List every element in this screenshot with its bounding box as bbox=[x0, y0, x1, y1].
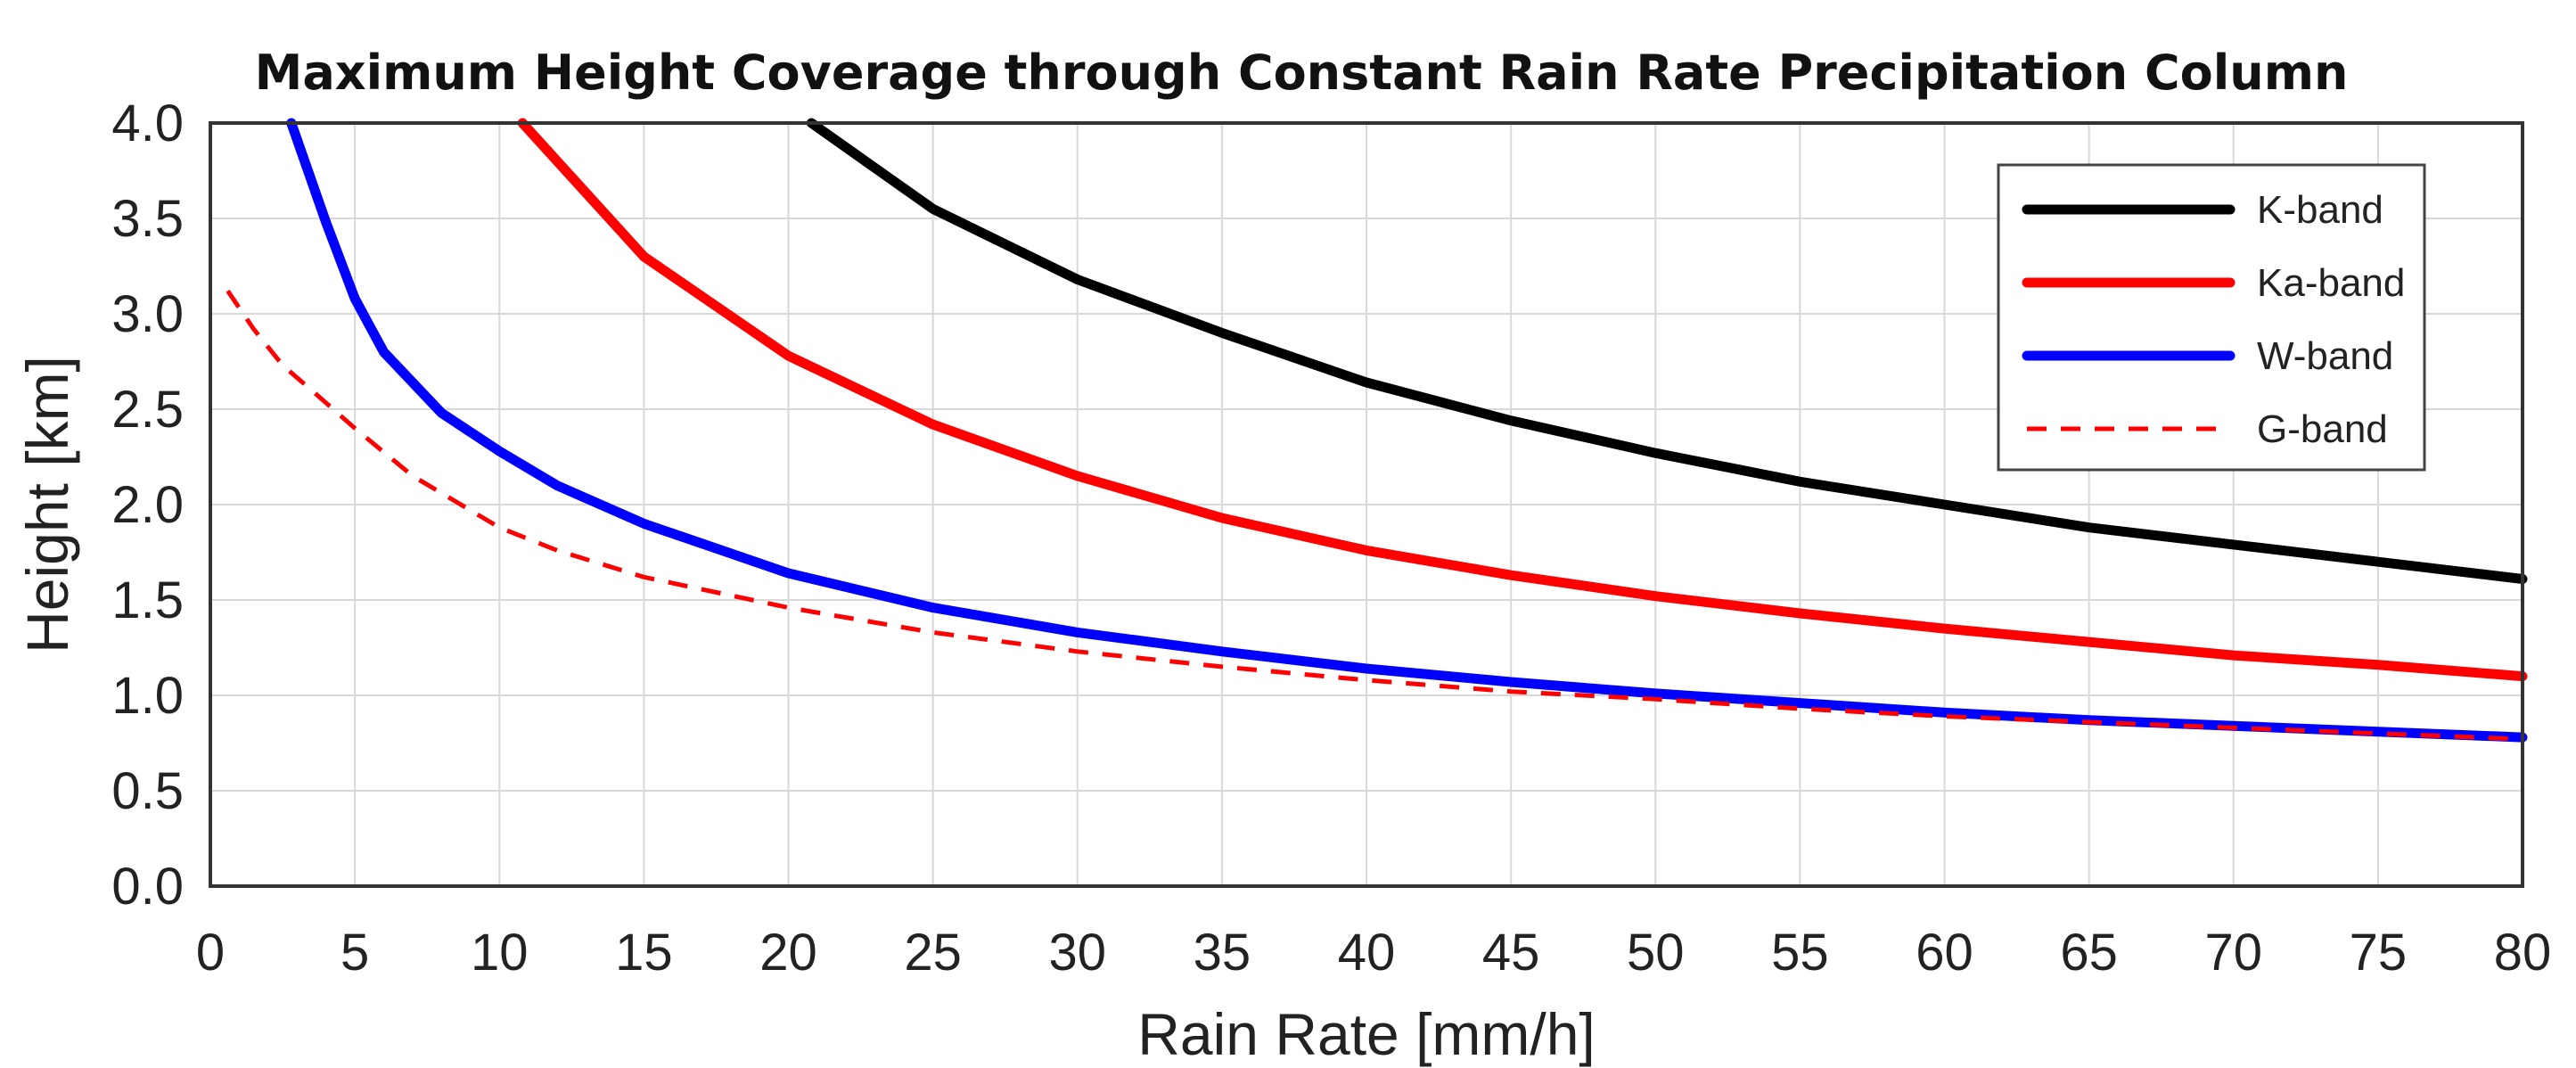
y-tick-label: 0.0 bbox=[111, 858, 184, 916]
data-series bbox=[226, 118, 2528, 743]
x-tick-label: 75 bbox=[2350, 924, 2408, 982]
x-tick-label: 0 bbox=[196, 924, 225, 982]
y-tick-label: 4.0 bbox=[111, 94, 184, 152]
x-tick-label: 65 bbox=[2060, 924, 2118, 982]
x-tick-label: 5 bbox=[340, 924, 369, 982]
x-tick-label: 20 bbox=[759, 924, 817, 982]
y-tick-label: 2.0 bbox=[111, 476, 184, 534]
plot-area-frame bbox=[209, 121, 2524, 888]
y-tick-label: 0.5 bbox=[111, 762, 184, 820]
series-line-k-band bbox=[806, 118, 2528, 584]
legend: K-band Ka-band W-band G-band bbox=[1997, 163, 2426, 472]
series-line-ka-band bbox=[517, 118, 2528, 682]
x-tick-label: 25 bbox=[904, 924, 962, 982]
y-tick-label: 3.5 bbox=[111, 190, 184, 248]
x-tick-label: 30 bbox=[1048, 924, 1106, 982]
y-axis-label: Height [km] bbox=[14, 356, 80, 653]
x-tick-label: 40 bbox=[1338, 924, 1396, 982]
legend-label-ka-band: Ka-band bbox=[2257, 261, 2405, 305]
x-tick-label: 70 bbox=[2204, 924, 2262, 982]
series-line-g-band bbox=[226, 289, 2523, 742]
y-tick-label: 1.0 bbox=[111, 667, 184, 725]
x-tick-label: 10 bbox=[471, 924, 529, 982]
chart-title: Maximum Height Coverage through Constant… bbox=[255, 45, 2349, 101]
series-line-w-band bbox=[286, 118, 2528, 743]
y-tick-label: 1.5 bbox=[111, 571, 184, 629]
y-tick-label: 2.5 bbox=[111, 381, 184, 439]
x-tick-label: 45 bbox=[1482, 924, 1540, 982]
legend-box bbox=[1997, 163, 2426, 472]
x-tick-label: 55 bbox=[1771, 924, 1829, 982]
legend-label-w-band: W-band bbox=[2257, 334, 2393, 378]
x-axis-label: Rain Rate [mm/h] bbox=[1137, 1001, 1596, 1067]
x-tick-label: 60 bbox=[1916, 924, 1973, 982]
y-tick-label: 3.0 bbox=[111, 285, 184, 343]
legend-label-k-band: K-band bbox=[2257, 188, 2383, 232]
x-tick-label: 50 bbox=[1627, 924, 1685, 982]
axis-ticks: 0 5 10 15 20 25 30 35 40 45 50 55 60 65 70 75 80 0.0 0.5 1.… bbox=[111, 94, 2551, 982]
x-tick-label: 15 bbox=[615, 924, 673, 982]
legend-label-g-band: G-band bbox=[2257, 407, 2388, 451]
x-tick-label: 35 bbox=[1194, 924, 1251, 982]
x-tick-label: 80 bbox=[2494, 924, 2552, 982]
